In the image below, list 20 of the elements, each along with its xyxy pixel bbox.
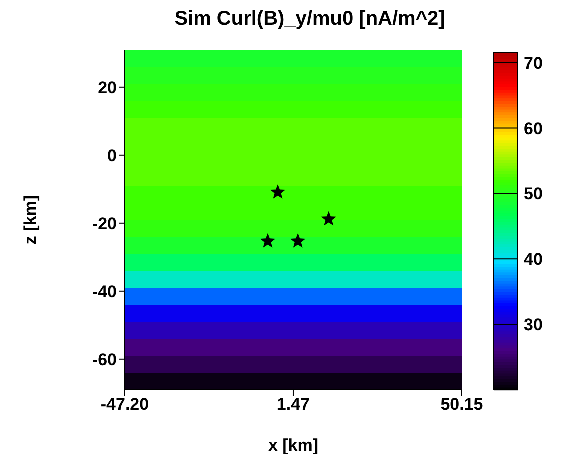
- color-bar-label: 30: [524, 316, 543, 335]
- chart-title: Sim Curl(B)_y/mu0 [nA/m^2]: [174, 8, 446, 31]
- y-tick-label: -60: [92, 350, 117, 370]
- y-tick-label: 20: [98, 78, 117, 98]
- color-bar-label: 40: [524, 250, 543, 270]
- color-bar-label: 60: [524, 119, 543, 138]
- point: [260, 233, 276, 248]
- y-tick-label: -20: [92, 214, 117, 234]
- x-tick-label: 1.47: [276, 395, 310, 414]
- color-bar-label: 50: [524, 184, 543, 204]
- point: [270, 184, 286, 199]
- point: [321, 211, 337, 226]
- y-axis-title: z [km]: [21, 195, 40, 245]
- color-bar-label: 70: [524, 54, 543, 73]
- y-tick-label: -40: [92, 282, 117, 302]
- x-tick-label: 50.15: [440, 395, 484, 414]
- point: [290, 233, 306, 248]
- y-tick-label: 0: [108, 146, 117, 166]
- x-axis-title: x [km]: [268, 436, 319, 455]
- x-tick-label: -47.20: [100, 395, 150, 414]
